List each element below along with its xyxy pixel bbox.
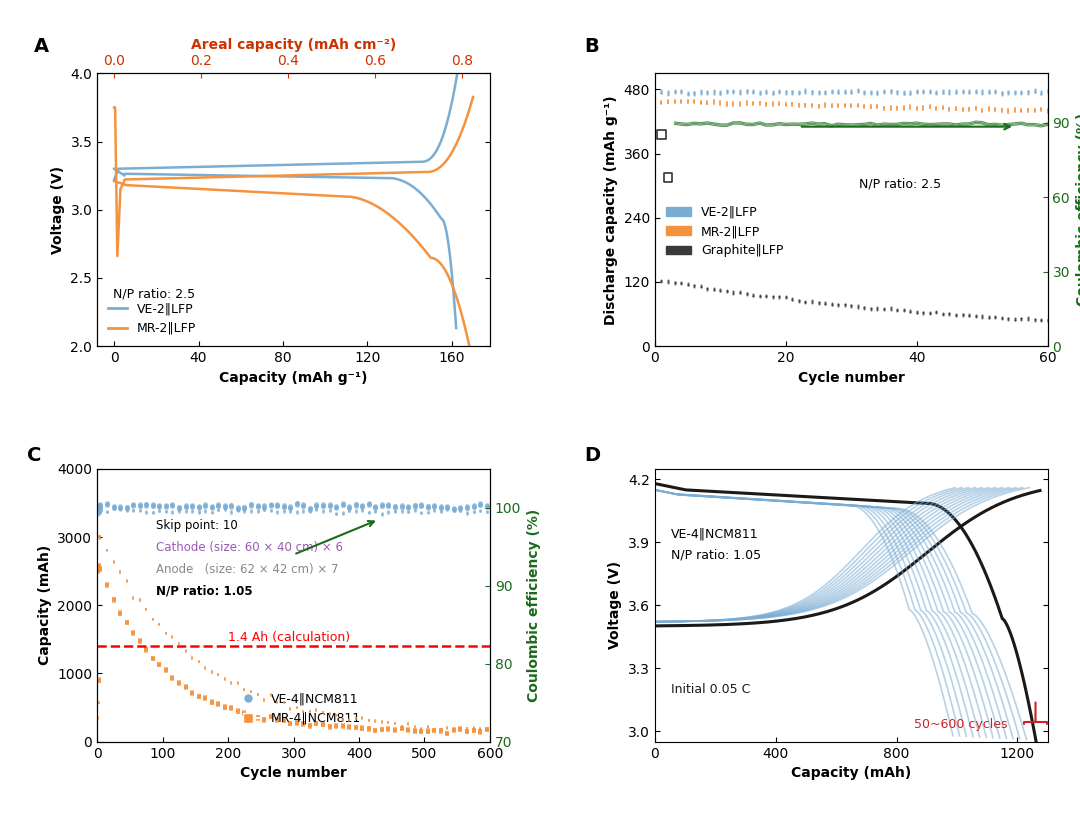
Legend: VE-2‖LFP, MR-2‖LFP, Graphite‖LFP: VE-2‖LFP, MR-2‖LFP, Graphite‖LFP: [661, 200, 788, 262]
X-axis label: Cycle number: Cycle number: [798, 371, 905, 385]
Text: Skip point: 10: Skip point: 10: [157, 519, 238, 532]
Text: B: B: [584, 37, 599, 55]
X-axis label: Capacity (mAh): Capacity (mAh): [792, 766, 912, 780]
Text: D: D: [584, 446, 600, 465]
Text: Cathode (size: 60 × 40 cm) × 6: Cathode (size: 60 × 40 cm) × 6: [157, 540, 343, 553]
Y-axis label: Coulombic efficiency (%): Coulombic efficiency (%): [527, 509, 541, 702]
Text: N/P ratio: 2.5: N/P ratio: 2.5: [859, 178, 941, 191]
Text: N/P ratio: 1.05: N/P ratio: 1.05: [671, 548, 760, 562]
Text: Anode   (size: 62 × 42 cm) × 7: Anode (size: 62 × 42 cm) × 7: [157, 562, 339, 575]
Text: N/P ratio: 2.5: N/P ratio: 2.5: [113, 287, 195, 300]
Point: [659, 171, 676, 184]
Text: A: A: [35, 37, 50, 55]
X-axis label: Cycle number: Cycle number: [240, 766, 347, 780]
Y-axis label: Capacity (mAh): Capacity (mAh): [38, 545, 52, 665]
Y-axis label: Voltage (V): Voltage (V): [608, 562, 622, 650]
Text: C: C: [27, 446, 41, 465]
Legend: VE-4‖NCM811, MR-4‖NCM811: VE-4‖NCM811, MR-4‖NCM811: [231, 688, 366, 730]
Y-axis label: Voltage (V): Voltage (V): [51, 165, 65, 253]
Point: [652, 128, 670, 141]
Text: N/P ratio: 1.05: N/P ratio: 1.05: [157, 584, 253, 597]
Text: VE-4‖NCM811: VE-4‖NCM811: [671, 527, 758, 540]
Text: 1.4 Ah (calculation): 1.4 Ah (calculation): [228, 631, 350, 644]
Y-axis label: Coulombic efficiency (%): Coulombic efficiency (%): [1076, 113, 1080, 306]
X-axis label: Capacity (mAh g⁻¹): Capacity (mAh g⁻¹): [219, 371, 368, 385]
Text: Initial 0.05 C: Initial 0.05 C: [671, 682, 750, 695]
Legend: VE-2‖LFP, MR-2‖LFP: VE-2‖LFP, MR-2‖LFP: [104, 297, 202, 340]
Y-axis label: Discharge capacity (mAh g⁻¹): Discharge capacity (mAh g⁻¹): [604, 95, 618, 324]
X-axis label: Areal capacity (mAh cm⁻²): Areal capacity (mAh cm⁻²): [191, 38, 396, 52]
Text: 50~600 cycles: 50~600 cycles: [914, 718, 1008, 731]
